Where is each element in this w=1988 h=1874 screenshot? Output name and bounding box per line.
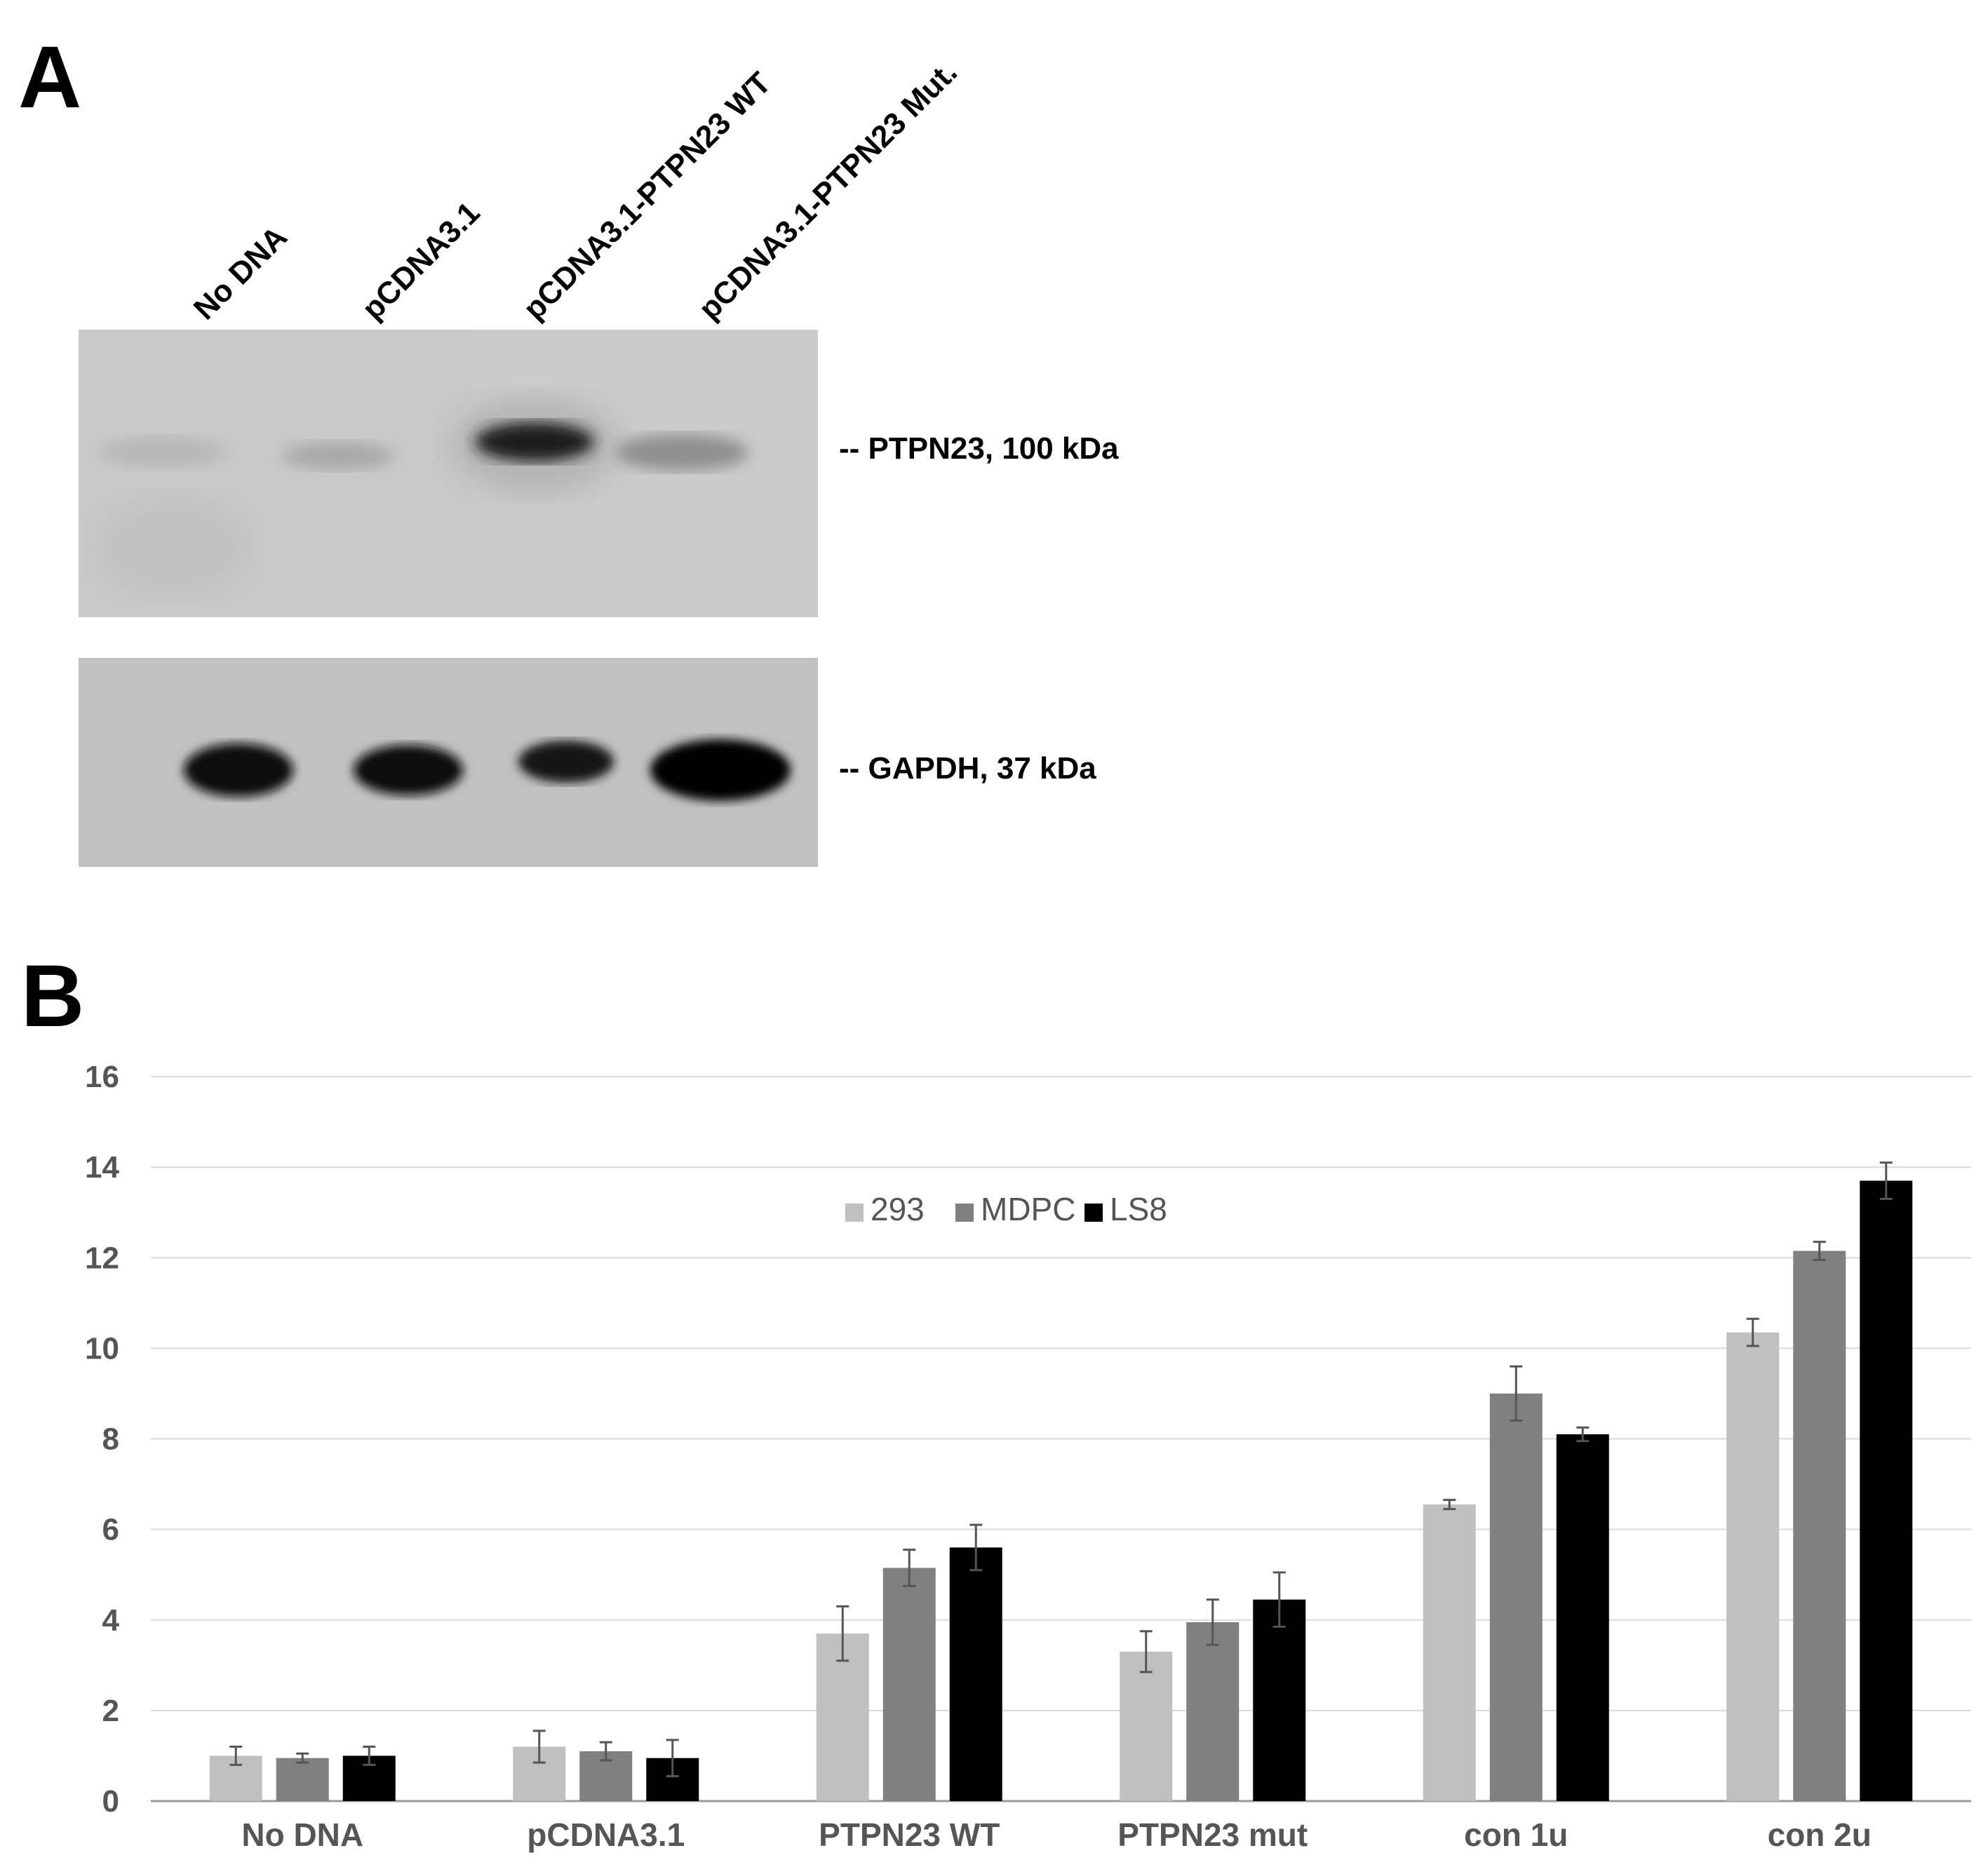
band-label-ptpn23: -- PTPN23, 100 kDa (839, 431, 1119, 466)
legend-label: 293 (871, 1191, 925, 1227)
legend-swatch (845, 1204, 864, 1222)
bar (1423, 1504, 1476, 1801)
bar (1726, 1332, 1780, 1801)
bar (949, 1547, 1002, 1801)
bar (1556, 1434, 1609, 1801)
bar (882, 1568, 936, 1801)
y-tick-label: 14 (85, 1150, 119, 1185)
category-label: PTPN23 mut (1117, 1816, 1308, 1853)
y-tick-label: 8 (102, 1422, 119, 1457)
y-tick-label: 0 (102, 1784, 119, 1819)
y-tick-label: 16 (85, 1060, 119, 1094)
bar (1253, 1599, 1306, 1801)
y-tick-label: 12 (85, 1241, 119, 1275)
legend-swatch (1084, 1204, 1103, 1222)
western-blot-gapdh (79, 658, 818, 867)
y-tick-label: 6 (102, 1513, 119, 1547)
bar (1489, 1393, 1543, 1801)
bar (1793, 1251, 1846, 1801)
legend-label: LS8 (1110, 1191, 1167, 1227)
band-label-gapdh: -- GAPDH, 37 kDa (839, 751, 1096, 786)
category-label: No DNA (241, 1816, 363, 1853)
category-label: pCDNA3.1 (527, 1816, 685, 1853)
bar (1860, 1180, 1913, 1801)
blot-ptpn23-image (96, 330, 818, 617)
legend-swatch (955, 1204, 974, 1222)
y-tick-label: 10 (85, 1331, 119, 1366)
category-label: con 1u (1464, 1816, 1568, 1853)
y-tick-label: 2 (102, 1694, 119, 1728)
y-tick-label: 4 (102, 1603, 120, 1638)
bar (276, 1758, 329, 1801)
panel-b-letter: B (21, 948, 85, 1045)
blot-gapdh-image (184, 739, 791, 801)
category-label: con 2u (1768, 1816, 1872, 1853)
category-label: PTPN23 WT (819, 1816, 1000, 1853)
western-blot-ptpn23 (79, 330, 818, 617)
bar (1186, 1622, 1240, 1801)
panel-a-letter: A (18, 29, 82, 126)
bar (1120, 1651, 1173, 1801)
legend-label: MDPC (981, 1191, 1075, 1227)
